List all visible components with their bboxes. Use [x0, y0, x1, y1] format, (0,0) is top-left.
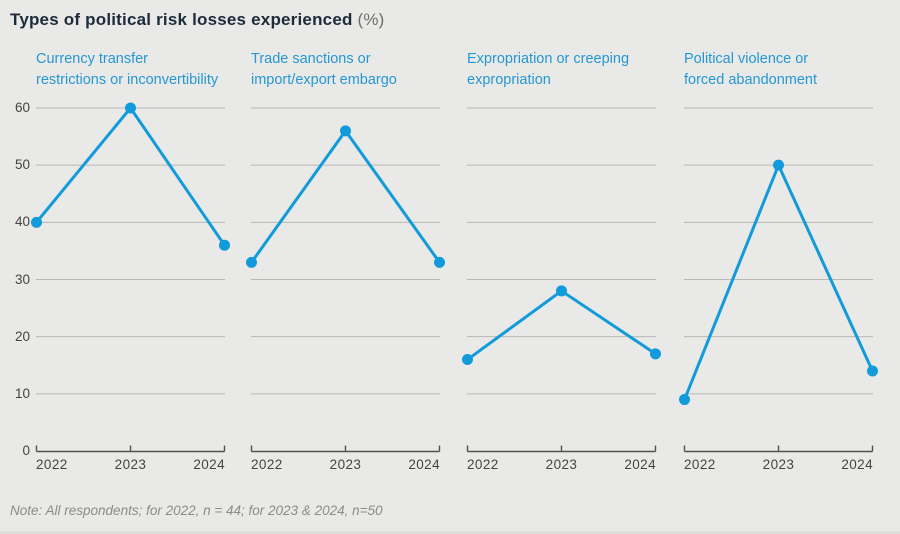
chart-title-text: Types of political risk losses experienc… [10, 10, 353, 29]
y-axis-tick-label: 20 [14, 328, 30, 344]
panel-title: Political violence or forced abandonment [684, 49, 817, 91]
y-axis-tick-label: 10 [14, 385, 30, 401]
panel-title-line: import/export embargo [251, 72, 397, 88]
trend-line [35, 105, 226, 247]
figure-bottom-edge [0, 531, 900, 534]
trend-line [683, 161, 874, 402]
data-point [219, 239, 230, 251]
panel-title-line: restrictions or inconvertibility [36, 72, 219, 88]
x-axis-tick-label: 2024 [841, 457, 873, 472]
trend-line [250, 128, 441, 264]
panel-title-line: Currency transfer [36, 51, 149, 67]
panel-title: Expropriation or creeping expropriation [467, 49, 629, 91]
x-axis-tick-label: 2024 [624, 457, 656, 472]
x-axis-tick-label: 2022 [251, 457, 283, 472]
data-point [246, 256, 257, 268]
y-axis-tick-label: 50 [14, 157, 30, 173]
data-point [125, 102, 136, 114]
x-axis-tick-label: 2022 [684, 457, 716, 472]
y-axis-tick-label: 40 [14, 214, 30, 230]
line-chart-panel [31, 102, 230, 453]
x-axis-tick-label: 2024 [408, 457, 440, 472]
x-axis-tick-label: 2023 [762, 457, 795, 472]
line-chart-panel [679, 107, 878, 453]
data-point [867, 365, 878, 377]
panel-title: Currency transfer restrictions or inconve… [36, 49, 218, 91]
x-axis-tick-label: 2023 [114, 457, 147, 472]
data-point [462, 354, 473, 366]
data-point [434, 256, 445, 268]
y-axis-tick-label: 0 [22, 443, 30, 458]
panel-title-line: Political violence or [684, 51, 809, 67]
x-axis-tick-label: 2022 [467, 457, 499, 472]
line-chart-panel [246, 107, 445, 453]
chart-note: Note: All respondents; for 2022, n = 44;… [10, 503, 383, 518]
line-chart-panel [462, 107, 661, 453]
x-axis-tick-label: 2022 [36, 457, 68, 472]
x-axis [683, 445, 874, 453]
panel-title: Trade sanctions or import/export embargo [251, 49, 397, 91]
data-point [556, 285, 567, 297]
x-axis-tick-label: 2023 [329, 457, 362, 472]
x-axis-labels: 2022 2023 2024 [467, 457, 656, 475]
panel-title-line: expropriation [467, 72, 551, 88]
data-point [679, 394, 690, 406]
data-point [650, 348, 661, 360]
data-point [773, 159, 784, 171]
y-axis-tick-label: 60 [14, 100, 30, 115]
panel-title-line: Expropriation or creeping [467, 51, 630, 67]
x-axis-labels: 2022 2023 2024 [684, 457, 873, 475]
panel-title-line: Trade sanctions or [251, 51, 371, 67]
data-point [340, 125, 351, 137]
x-axis-tick-label: 2024 [193, 457, 225, 472]
x-axis [250, 445, 441, 453]
x-axis [35, 445, 226, 453]
y-axis-tick-label: 30 [14, 271, 30, 287]
x-axis [466, 445, 657, 453]
x-axis-labels: 2022 2023 2024 [36, 457, 225, 475]
chart-title: Types of political risk losses experienc… [10, 10, 385, 30]
x-axis-tick-label: 2023 [545, 457, 578, 472]
panel-title-line: forced abandonment [684, 72, 818, 88]
trend-line [466, 289, 657, 362]
data-point [31, 216, 42, 228]
x-axis-labels: 2022 2023 2024 [251, 457, 440, 475]
chart-title-unit: (%) [352, 10, 385, 29]
